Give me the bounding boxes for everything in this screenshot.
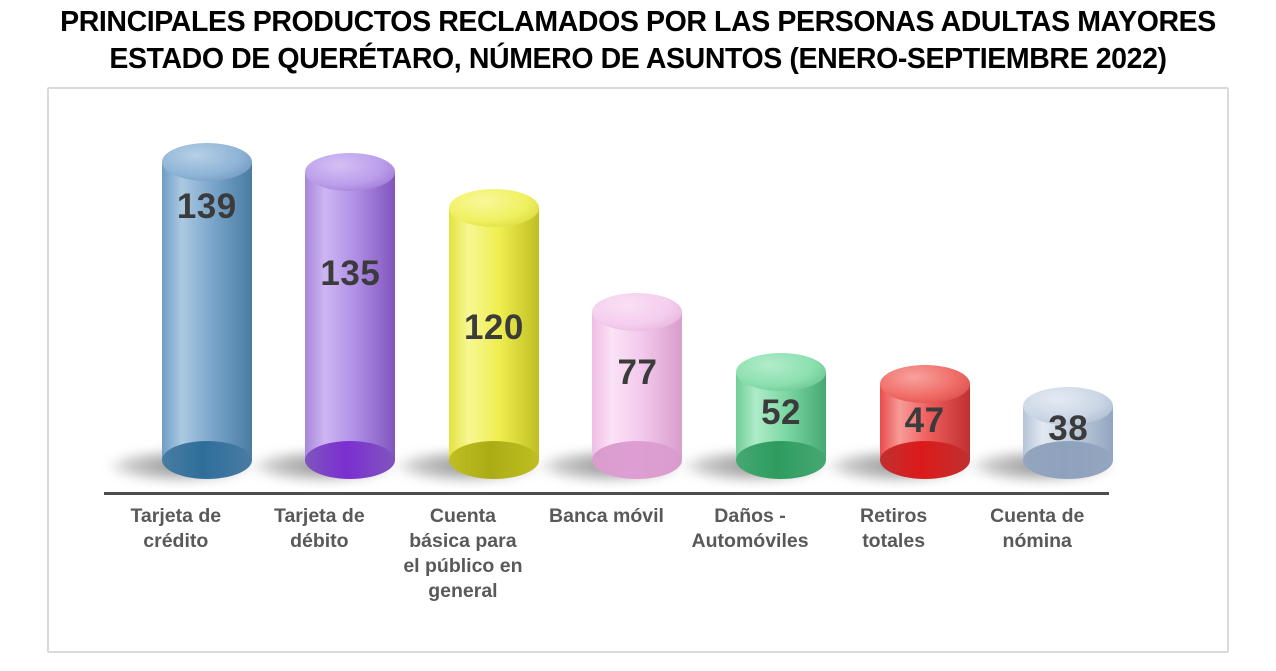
category-label: Retiros totales <box>860 505 928 552</box>
cylinder-bar: 135 <box>305 153 396 479</box>
bar-value-label: 77 <box>617 353 658 392</box>
chart-title-line1: PRINCIPALES PRODUCTOS RECLAMADOS POR LAS… <box>60 6 1216 38</box>
cylinder-top <box>305 153 396 191</box>
cylinder-top <box>1023 387 1114 425</box>
category-label: Tarjeta de débito <box>274 505 365 552</box>
cylinder-body <box>305 172 396 460</box>
cylinder-bar: 52 <box>736 353 827 479</box>
cylinder-body <box>161 162 252 460</box>
cylinder-body <box>592 312 683 460</box>
cylinder-bar: 139 <box>161 143 252 479</box>
cylinder-top <box>161 143 252 181</box>
cylinder-bar: 77 <box>592 293 683 479</box>
category-label: Cuenta básica para el público en general <box>403 505 523 602</box>
cylinder-body <box>448 208 539 460</box>
cylinder-top <box>736 353 827 391</box>
category-label: Banca móvil <box>549 505 664 527</box>
bar-value-label: 47 <box>904 401 945 440</box>
cylinder-bar: 38 <box>1023 387 1114 479</box>
category-label: Tarjeta de crédito <box>130 505 222 552</box>
category-label: Cuenta de nómina <box>990 505 1085 552</box>
category-label: Daños - Automóviles <box>691 505 809 552</box>
x-axis-line <box>104 492 1109 495</box>
cylinder-bar: 120 <box>448 189 539 479</box>
cylinder-top <box>592 293 683 331</box>
bar-value-label: 120 <box>463 308 524 347</box>
bar-value-label: 139 <box>176 187 237 226</box>
bar-value-label: 52 <box>761 393 802 432</box>
cylinder-top <box>448 189 539 227</box>
bar-value-label: 38 <box>1048 409 1089 448</box>
cylinder-top <box>879 365 970 403</box>
cylinder-bottom <box>1023 441 1114 479</box>
bar-value-label: 135 <box>320 254 381 293</box>
chart-title-line2: ESTADO DE QUERÉTARO, NÚMERO DE ASUNTOS (… <box>109 43 1167 76</box>
chart-title: PRINCIPALES PRODUCTOS RECLAMADOS POR LAS… <box>0 4 1276 78</box>
plot-area: 139 135 120 77 52 47 38 Tarjeta de crédito Tarj… <box>47 87 1229 653</box>
